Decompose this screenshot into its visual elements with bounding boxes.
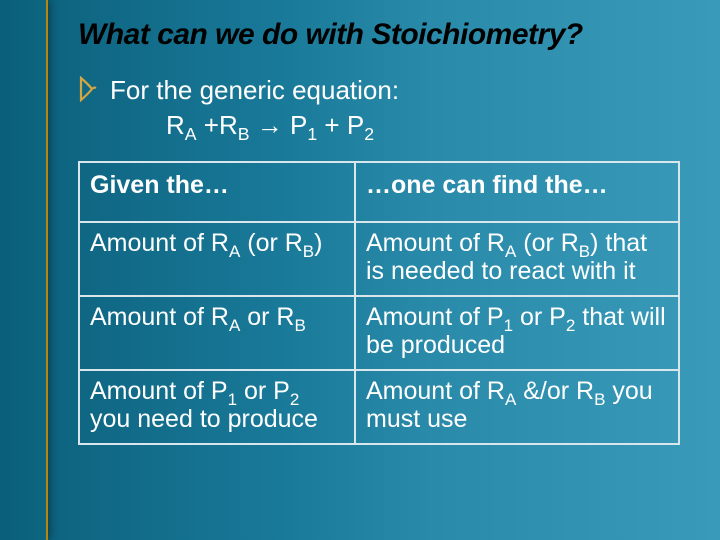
stoichiometry-table: Given the… …one can find the… Amount of …	[78, 161, 680, 445]
cell-given: Amount of RA or RB	[79, 296, 355, 370]
table-row: Amount of RA or RB Amount of P1 or P2 th…	[79, 296, 679, 370]
table-row: Amount of RA (or RB) Amount of RA (or RB…	[79, 222, 679, 296]
header-find: …one can find the…	[355, 162, 679, 222]
cell-find: Amount of P1 or P2 that will be produced	[355, 296, 679, 370]
cell-find: Amount of RA (or RB) that is needed to r…	[355, 222, 679, 296]
table-body: Amount of RA (or RB) Amount of RA (or RB…	[79, 222, 679, 444]
cell-given: Amount of P1 or P2 you need to produce	[79, 370, 355, 444]
slide-content: What can we do with Stoichiometry? For t…	[0, 0, 720, 540]
intro-text: For the generic equation:	[110, 76, 399, 106]
bullet-row: For the generic equation:	[78, 76, 680, 106]
header-given: Given the…	[79, 162, 355, 222]
cell-find: Amount of RA &/or RB you must use	[355, 370, 679, 444]
slide-title: What can we do with Stoichiometry?	[78, 18, 680, 52]
bullet-icon	[78, 76, 98, 102]
equation-line: RA +RB → P1 + P2	[166, 110, 680, 141]
table-row: Amount of P1 or P2 you need to produce A…	[79, 370, 679, 444]
bullet-path	[81, 78, 96, 100]
table-header-row: Given the… …one can find the…	[79, 162, 679, 222]
cell-given: Amount of RA (or RB)	[79, 222, 355, 296]
